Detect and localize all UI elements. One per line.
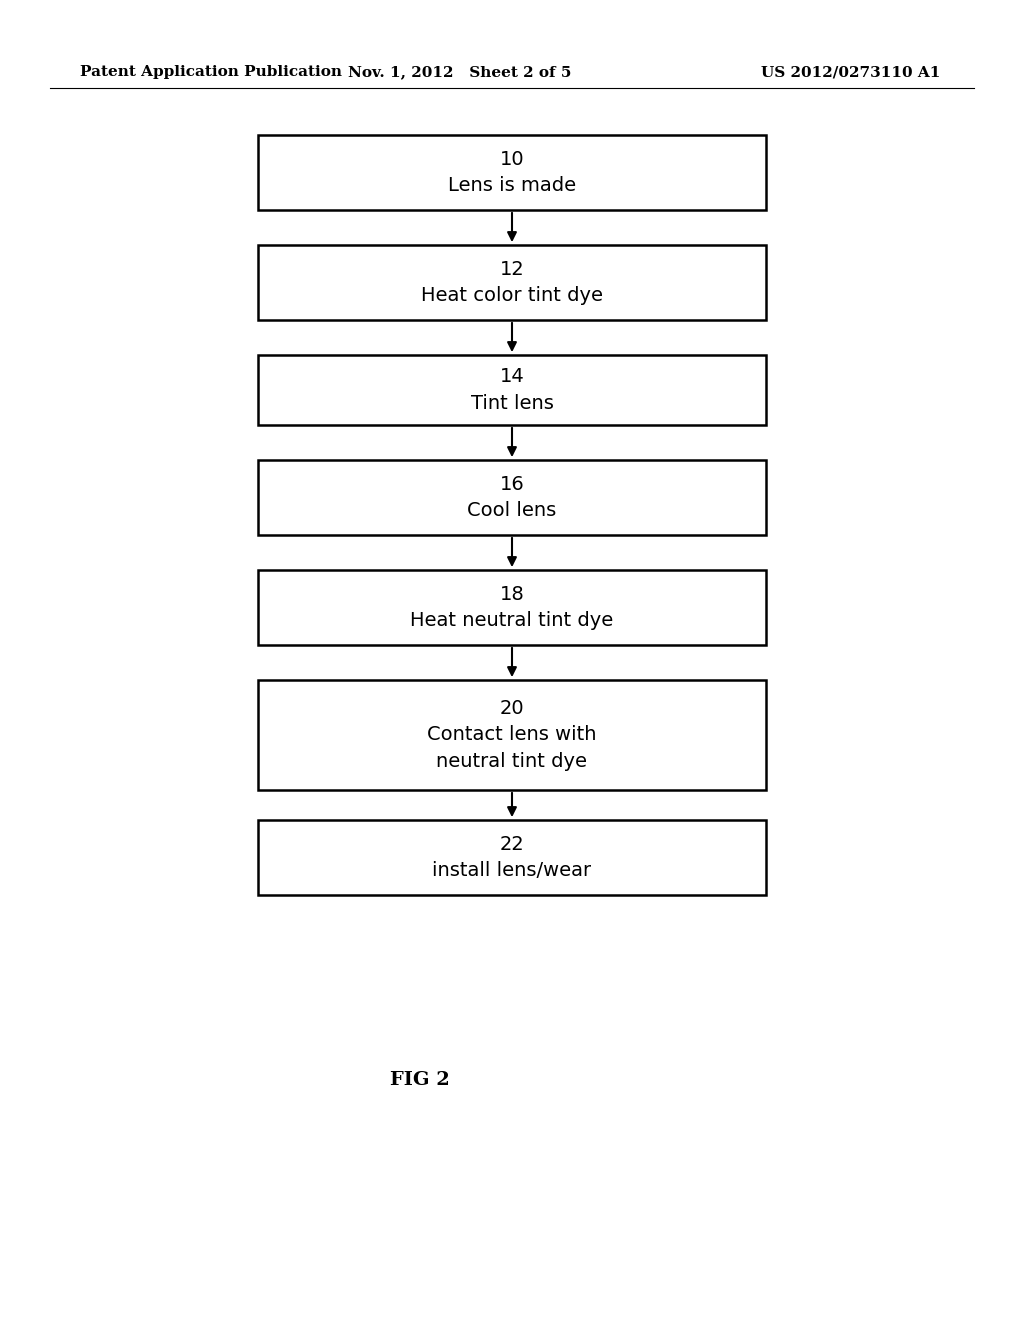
Text: 20
Contact lens with
neutral tint dye: 20 Contact lens with neutral tint dye — [427, 700, 597, 771]
Bar — [258, 355, 766, 425]
Text: Nov. 1, 2012   Sheet 2 of 5: Nov. 1, 2012 Sheet 2 of 5 — [348, 65, 571, 79]
Bar — [258, 135, 766, 210]
Text: 10
Lens is made: 10 Lens is made — [447, 149, 577, 195]
Text: Patent Application Publication: Patent Application Publication — [80, 65, 342, 79]
Bar — [258, 246, 766, 319]
Text: US 2012/0273110 A1: US 2012/0273110 A1 — [761, 65, 940, 79]
Text: 18
Heat neutral tint dye: 18 Heat neutral tint dye — [411, 585, 613, 630]
Text: 22
install lens/wear: 22 install lens/wear — [432, 834, 592, 880]
Text: 16
Cool lens: 16 Cool lens — [467, 475, 557, 520]
Bar — [258, 570, 766, 645]
Text: 12
Heat color tint dye: 12 Heat color tint dye — [421, 260, 603, 305]
Bar — [258, 459, 766, 535]
Text: FIG 2: FIG 2 — [390, 1071, 450, 1089]
Text: 14
Tint lens: 14 Tint lens — [471, 367, 553, 413]
Bar — [258, 680, 766, 789]
Bar — [258, 820, 766, 895]
